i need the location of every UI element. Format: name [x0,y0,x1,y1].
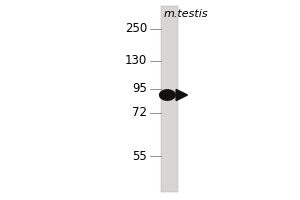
Text: 130: 130 [125,54,147,68]
Text: 95: 95 [132,82,147,95]
Text: 250: 250 [125,22,147,36]
Polygon shape [176,89,188,101]
Text: 72: 72 [132,106,147,119]
Text: 55: 55 [132,150,147,162]
Ellipse shape [160,90,175,100]
Bar [161,6,178,192]
Text: m.testis: m.testis [164,9,208,19]
